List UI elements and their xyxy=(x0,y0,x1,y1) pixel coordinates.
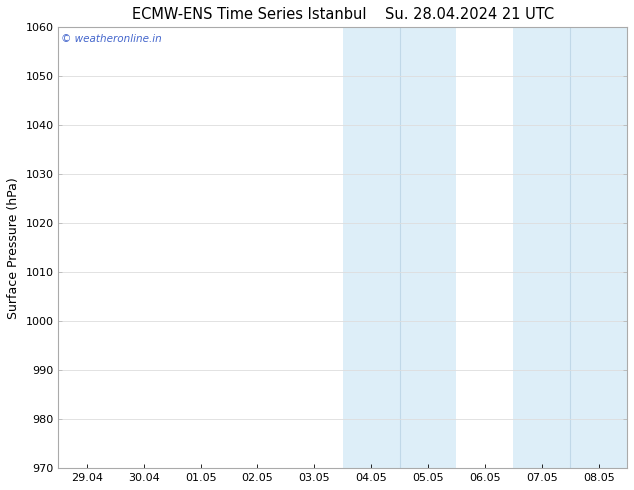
Bar xyxy=(343,27,456,468)
Title: ECMW-ENS Time Series Istanbul    Su. 28.04.2024 21 UTC: ECMW-ENS Time Series Istanbul Su. 28.04.… xyxy=(132,7,554,22)
Bar xyxy=(514,27,627,468)
Y-axis label: Surface Pressure (hPa): Surface Pressure (hPa) xyxy=(7,177,20,318)
Text: © weatheronline.in: © weatheronline.in xyxy=(61,34,162,44)
